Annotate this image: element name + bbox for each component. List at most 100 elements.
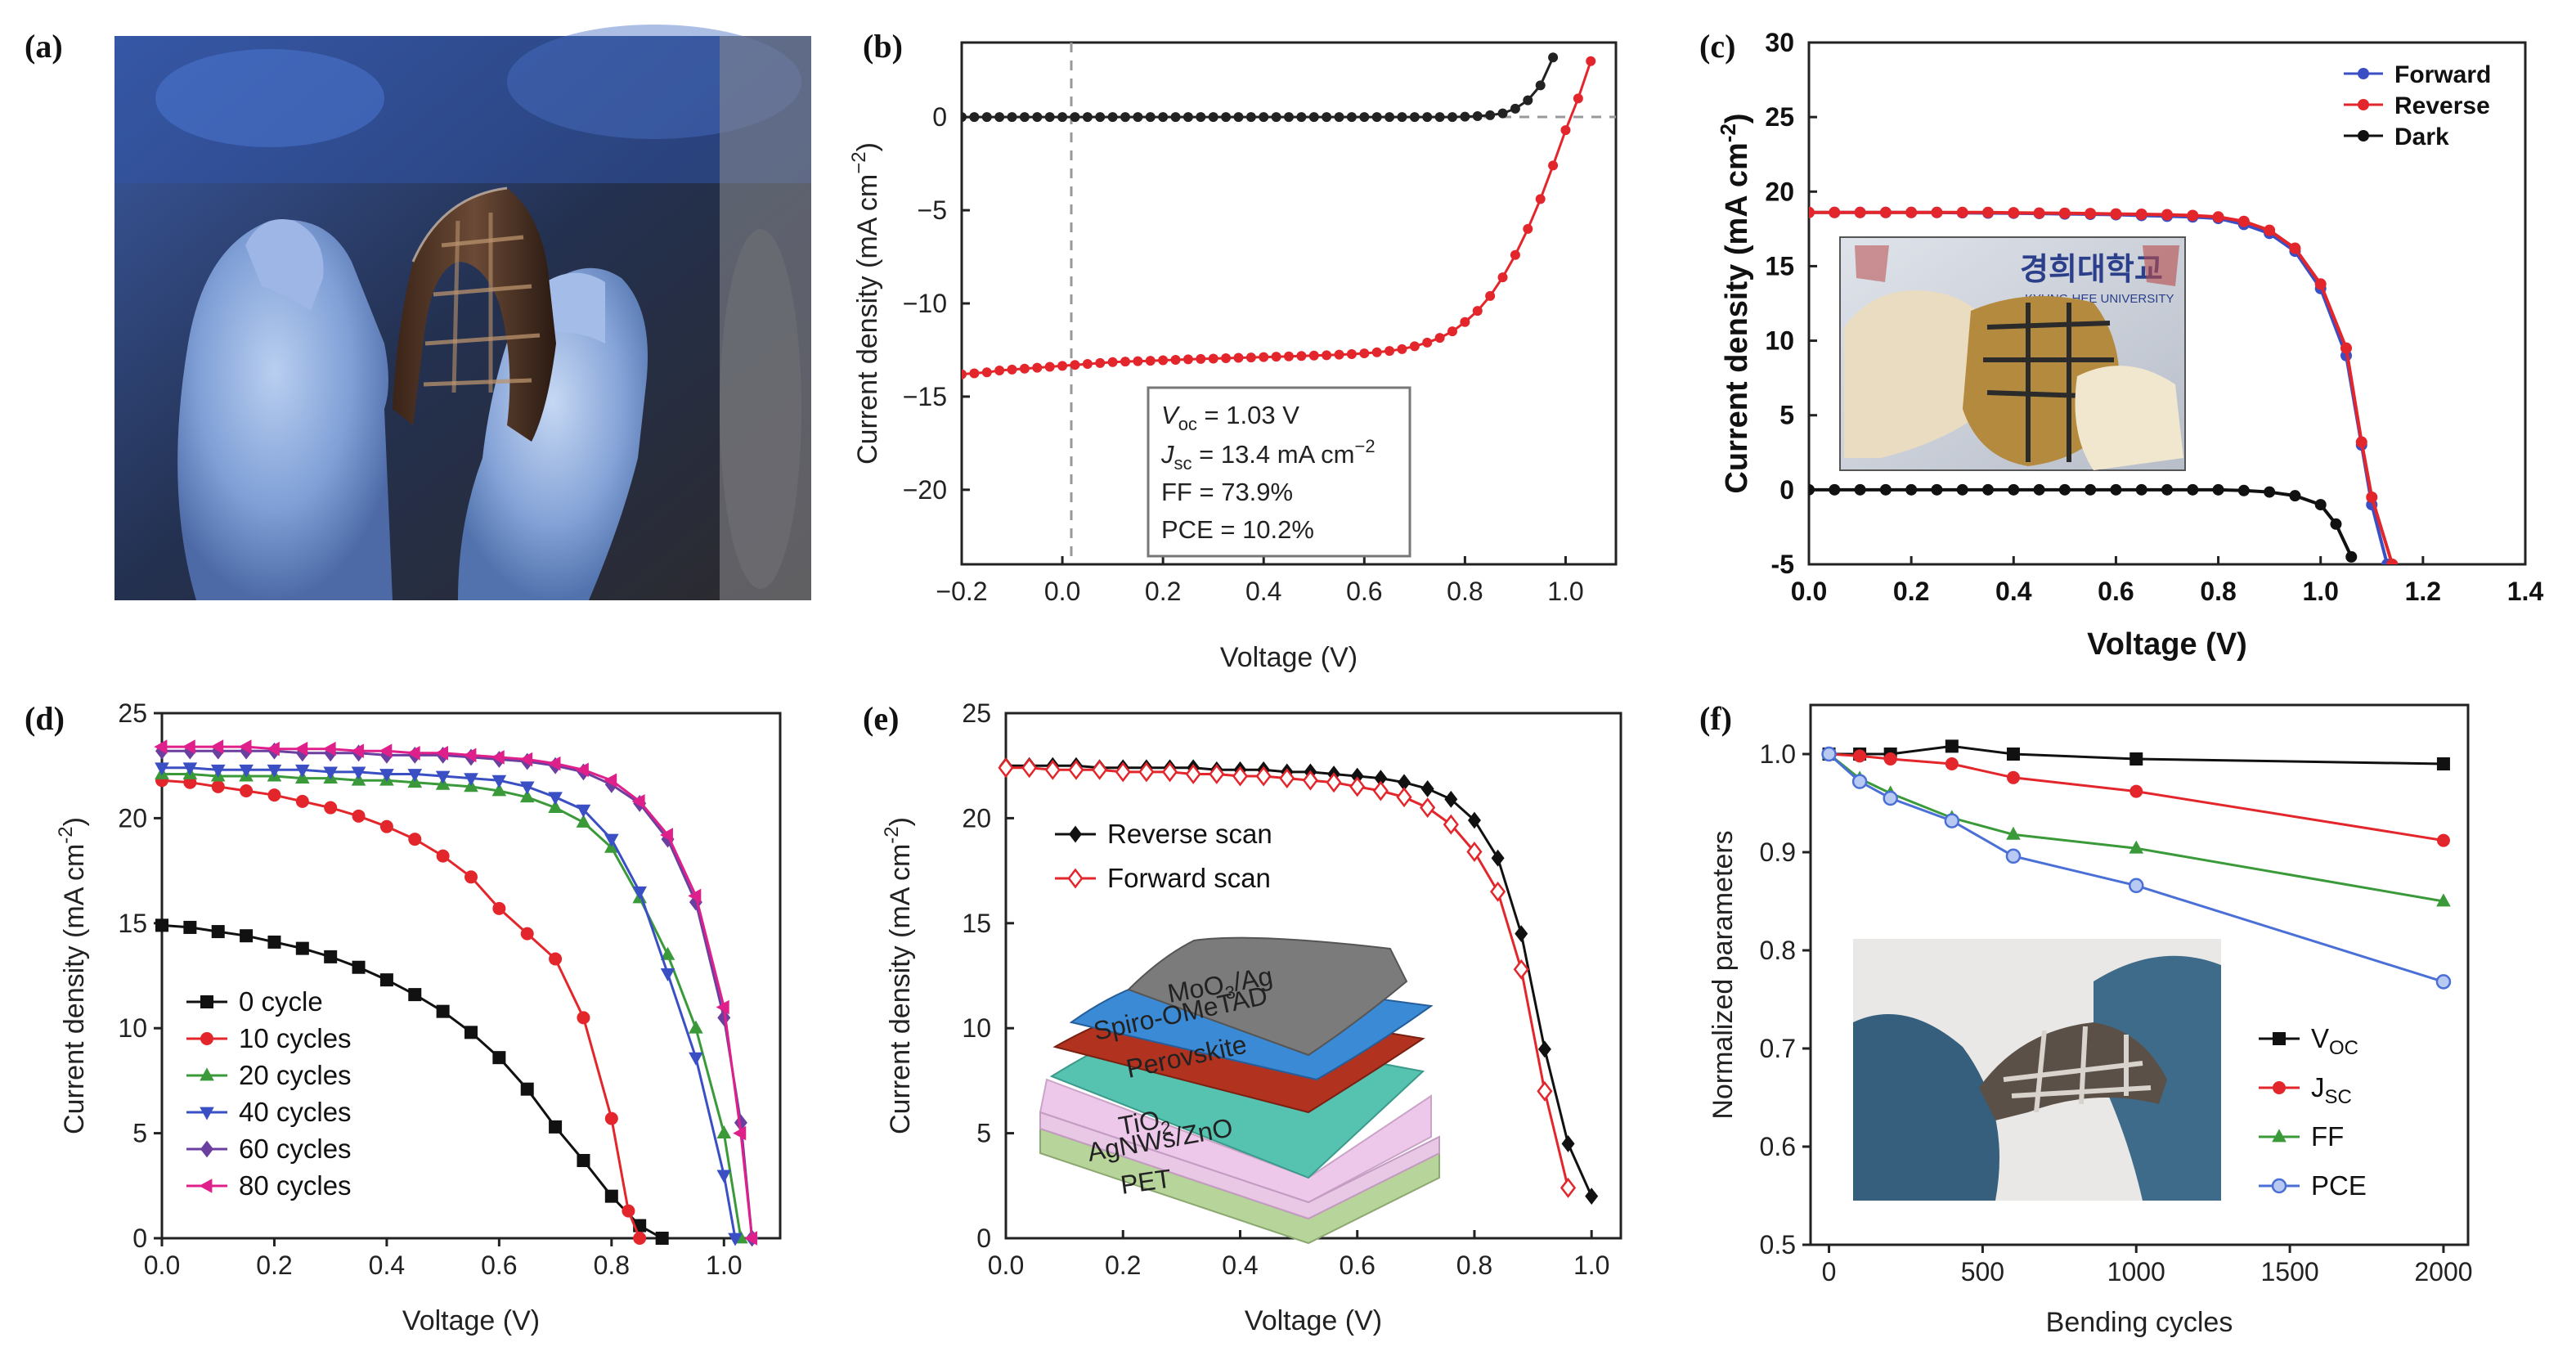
data-point-c-1 (2187, 209, 2199, 222)
legend-label: 10 cycles (239, 1023, 352, 1053)
data-point-b-0 (1485, 110, 1496, 120)
data-point-e-1 (1185, 764, 1201, 784)
legend-marker (200, 1107, 214, 1120)
data-point-b-0 (1259, 112, 1269, 123)
legend-marker (200, 1032, 213, 1045)
data-point-d-1 (240, 784, 254, 798)
data-point-d-0 (324, 950, 338, 963)
series-line-d-2 (162, 773, 743, 1239)
data-point-d-2 (660, 946, 675, 960)
panel-e-legend: Reverse scan Forward scan (1055, 819, 1272, 893)
x-tick-label: −0.2 (936, 577, 987, 606)
data-point-b-1 (1170, 355, 1181, 366)
x-tick-label: 0.2 (1145, 577, 1181, 606)
data-point-d-0 (295, 941, 309, 955)
data-point-b-1 (1057, 361, 1068, 371)
data-point-e-0 (1444, 790, 1458, 808)
data-point-d-1 (492, 901, 506, 915)
data-point-d-5 (322, 741, 336, 757)
legend-marker (2358, 68, 2369, 79)
data-point-b-0 (1245, 112, 1256, 123)
data-point-b-0 (1221, 112, 1232, 123)
data-point-d-2 (576, 814, 591, 828)
data-point-c-2 (2135, 483, 2147, 496)
legend-marker (2358, 99, 2369, 110)
data-point-c-1 (2008, 207, 2020, 219)
data-point-b-1 (1007, 364, 1017, 375)
data-point-f-1 (1883, 752, 1897, 766)
data-point-b-1 (1334, 349, 1344, 360)
data-point-d-5 (435, 745, 449, 761)
y-tick-label: 15 (962, 909, 991, 938)
panel-b-xlabel: Voltage (V) (1220, 642, 1358, 673)
data-point-c-2 (1931, 483, 1943, 496)
data-point-b-1 (1447, 326, 1457, 337)
data-point-d-1 (408, 833, 422, 846)
data-point-d-1 (577, 1011, 590, 1025)
y-tick-label: 5 (1779, 401, 1794, 430)
data-point-e-1 (1092, 759, 1108, 780)
data-point-d-1 (604, 1111, 618, 1125)
y-tick-label: 5 (976, 1119, 991, 1148)
data-point-e-1 (1420, 797, 1436, 819)
data-point-b-0 (994, 112, 1005, 123)
data-point-d-0 (155, 918, 168, 932)
data-point-b-0 (1434, 112, 1445, 123)
data-point-d-0 (183, 920, 197, 934)
data-point-b-1 (1082, 359, 1093, 370)
legend-marker (1067, 868, 1084, 889)
y-tick-label: 25 (1765, 102, 1794, 132)
data-point-b-0 (1397, 112, 1407, 123)
data-point-c-1 (2237, 215, 2250, 227)
data-point-b-0 (1422, 112, 1433, 123)
panel-c-legend: Forward Reverse Dark (2344, 61, 2491, 150)
data-point-f-3 (1821, 746, 1837, 762)
data-point-d-5 (659, 828, 673, 842)
data-point-d-1 (622, 1204, 635, 1218)
panel-c-ylabel: Current density (mA cm-2) (1716, 113, 1754, 493)
data-point-b-1 (1019, 363, 1030, 374)
data-point-d-5 (294, 741, 308, 757)
data-point-b-1 (1271, 352, 1281, 362)
data-point-c-2 (2085, 483, 2097, 496)
data-point-e-1 (1232, 766, 1249, 787)
data-point-c-1 (1931, 206, 1943, 218)
data-point-c-2 (2110, 483, 2122, 496)
x-tick-label: 0.0 (1044, 577, 1080, 606)
x-tick-label: 1.2 (2405, 577, 2441, 606)
data-point-c-2 (1879, 483, 1892, 496)
data-point-d-4 (717, 1008, 731, 1026)
data-point-c-1 (1879, 206, 1892, 218)
data-point-b-0 (1007, 112, 1017, 123)
data-point-c-1 (2135, 208, 2147, 220)
data-point-b-0 (1070, 112, 1080, 123)
data-point-b-0 (1145, 112, 1156, 123)
data-point-b-1 (1359, 348, 1370, 359)
data-point-f-1 (2436, 833, 2450, 847)
data-point-e-0 (1537, 1040, 1551, 1058)
data-point-c-1 (2085, 208, 2097, 220)
data-point-b-1 (1346, 348, 1357, 359)
data-point-b-0 (1308, 112, 1319, 123)
x-tick-label: 1.0 (706, 1250, 742, 1280)
data-point-f-3 (2128, 878, 2144, 894)
y-tick-label: 15 (1765, 251, 1794, 281)
data-point-d-0 (267, 935, 281, 949)
panel-c-inset-photo: 경희대학교 KYUNG HEE UNIVERSITY (1839, 236, 2186, 471)
series-line-b-0 (962, 56, 1555, 119)
y-tick-label: 25 (118, 698, 147, 728)
x-tick-label: 0.2 (1893, 577, 1929, 606)
data-point-b-0 (1284, 112, 1294, 123)
x-tick-label: 1500 (2260, 1257, 2318, 1286)
y-tick-label: 20 (1765, 177, 1794, 206)
data-point-d-3 (407, 769, 423, 783)
data-point-e-1 (1560, 1177, 1577, 1198)
x-tick-label: 1.0 (1573, 1250, 1609, 1280)
data-point-e-1 (1302, 770, 1318, 791)
data-point-b-1 (1044, 361, 1055, 372)
data-point-b-1 (1586, 56, 1596, 66)
data-point-b-0 (1107, 112, 1118, 123)
x-tick-label: 0.8 (1447, 577, 1483, 606)
y-tick-label: 0.5 (1760, 1230, 1796, 1259)
